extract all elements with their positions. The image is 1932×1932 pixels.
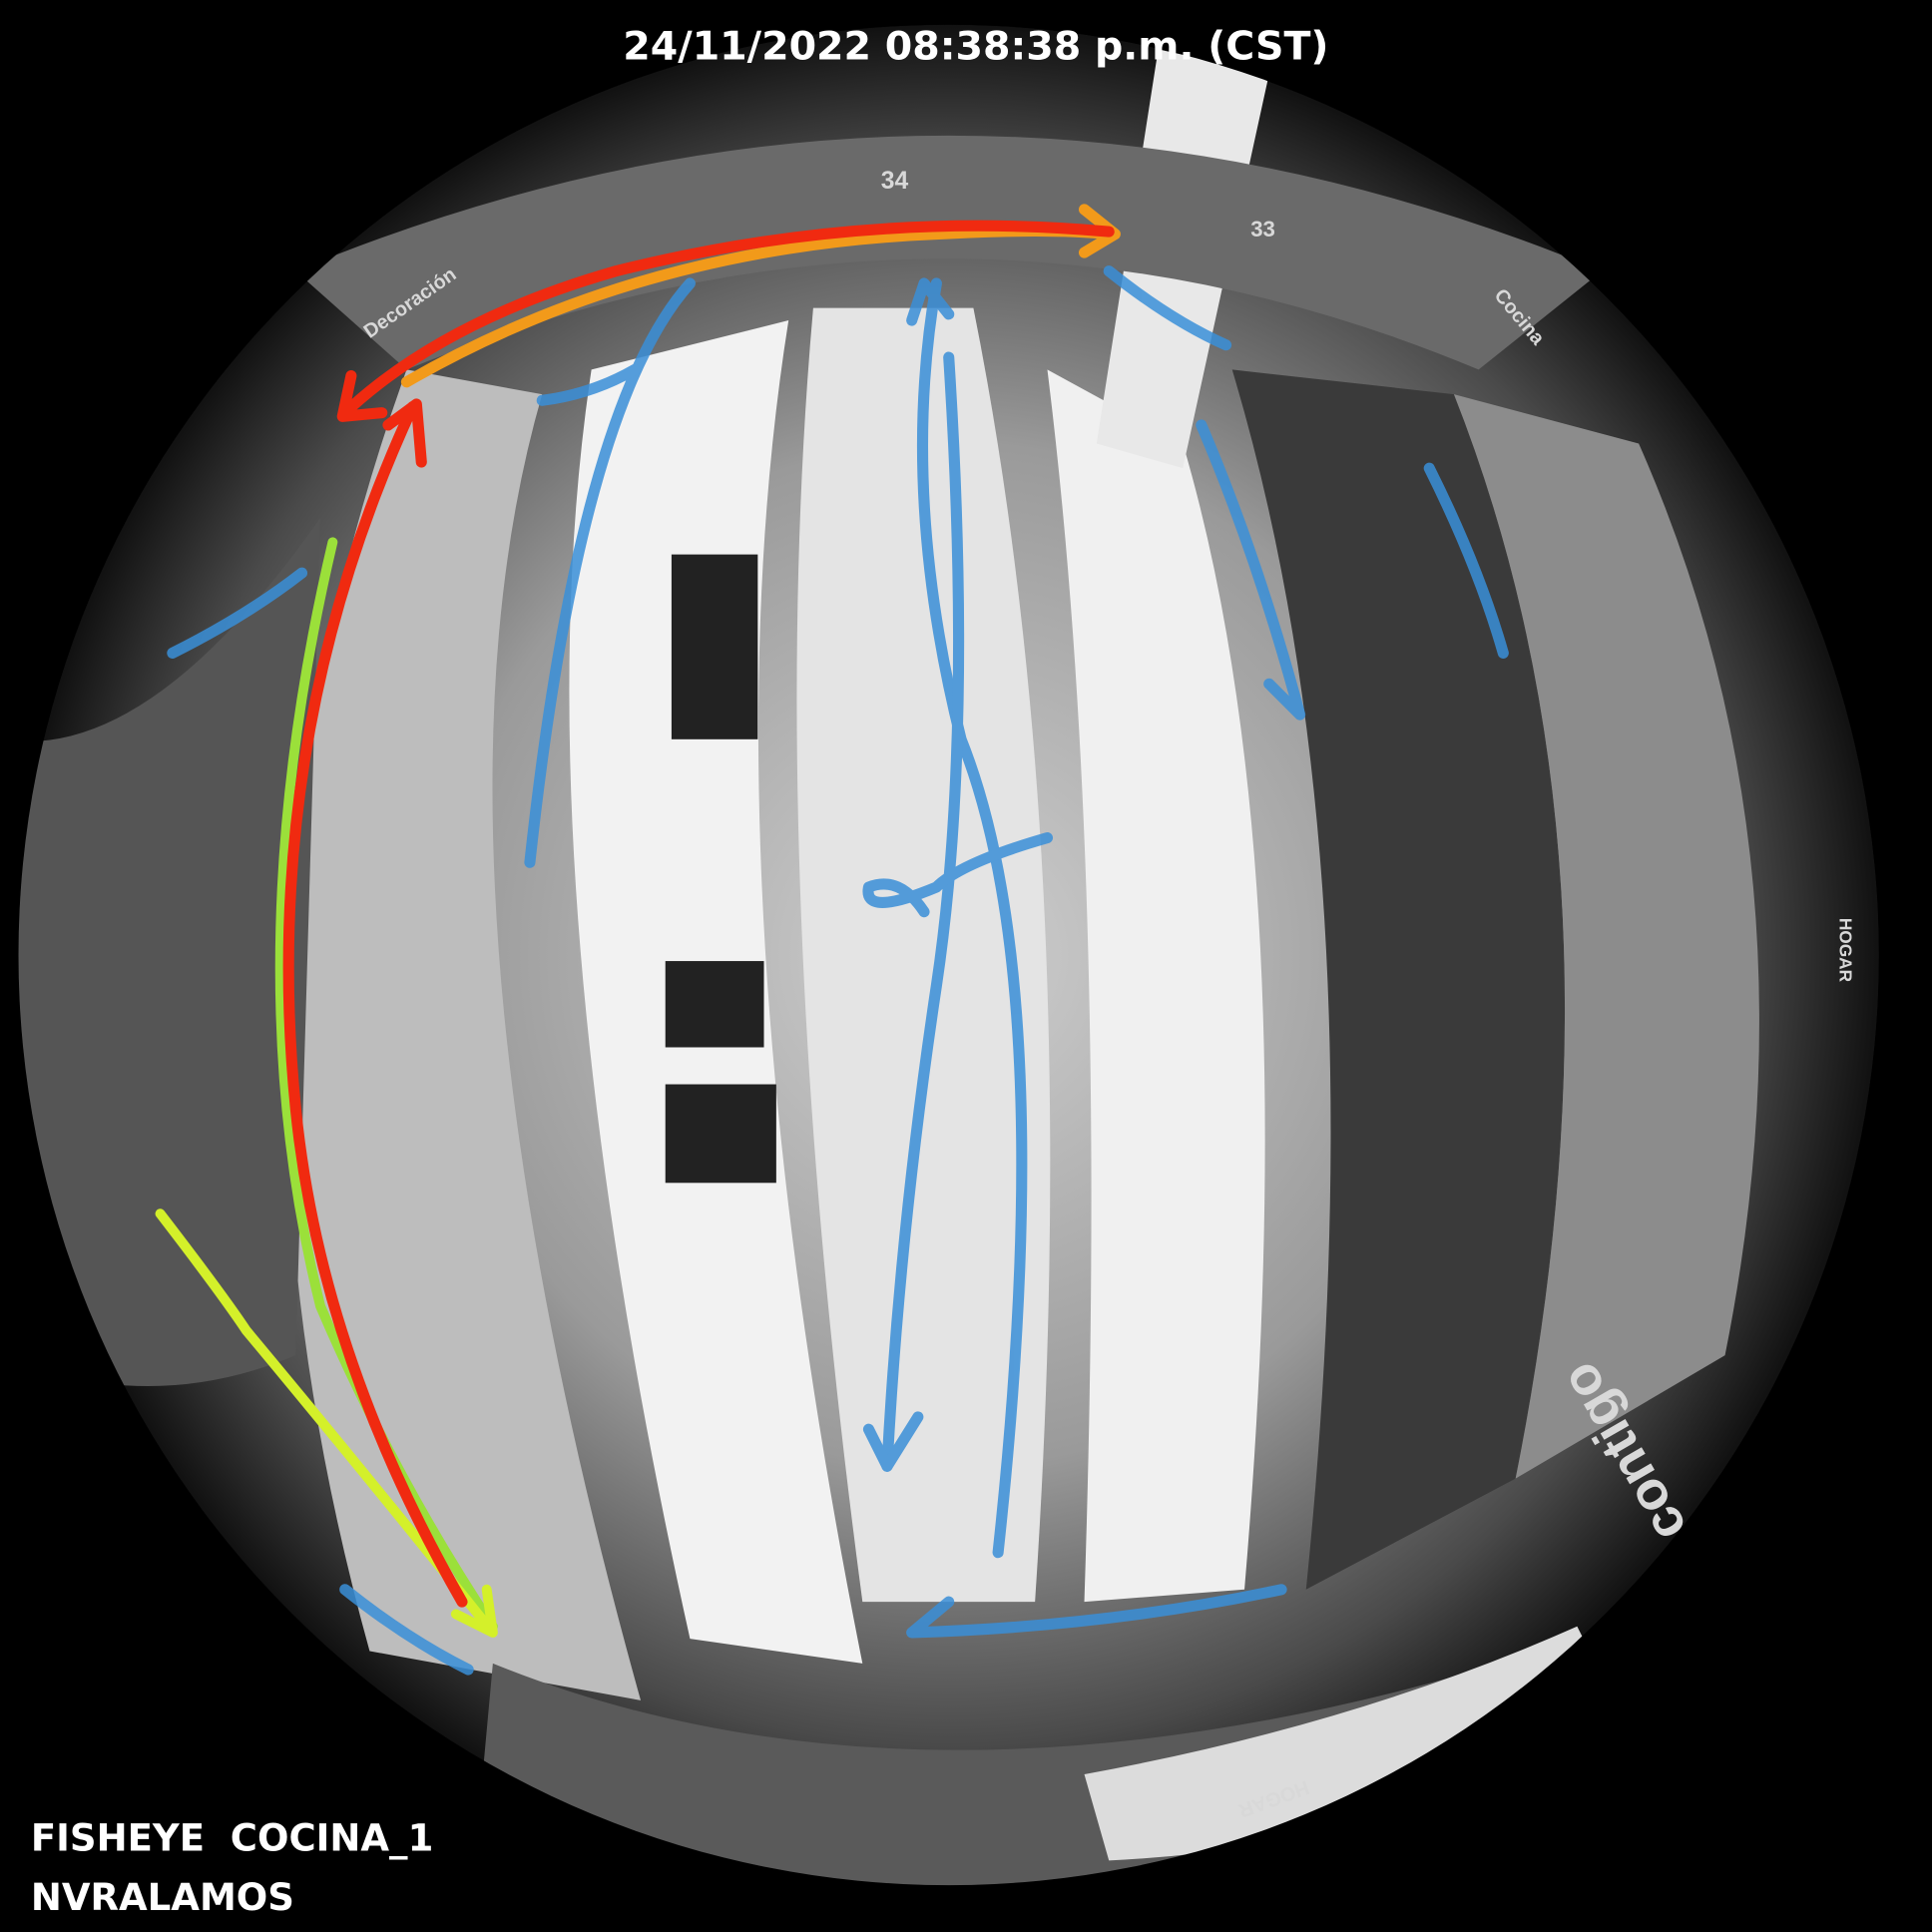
fisheye-view [18, 24, 1879, 1886]
timestamp: 24/11/2022 08:38:38 p.m. (CST) [623, 23, 1328, 69]
aisle-number: 34 [881, 168, 909, 195]
sign-text: HOGAR [1835, 918, 1855, 983]
camera-name: FISHEYE COCINA_1 [31, 1817, 433, 1860]
path-annotations [155, 204, 1509, 1676]
aisle-number: 33 [1250, 217, 1275, 242]
recorder-name: NVRALAMOS [31, 1876, 294, 1919]
